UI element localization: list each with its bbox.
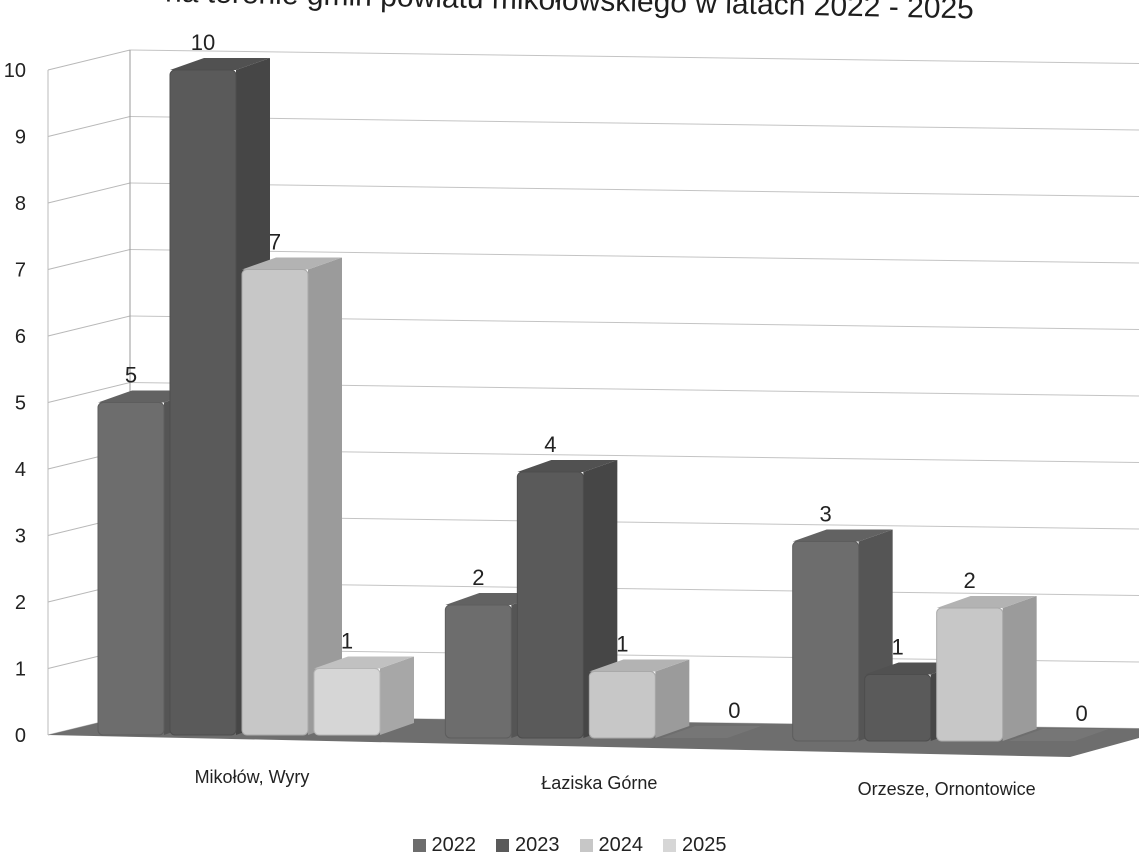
- bar: [516, 471, 584, 739]
- bar: [241, 269, 309, 736]
- data-label: 1: [892, 635, 904, 660]
- bar-zero: [1008, 729, 1109, 741]
- bar-top: [242, 257, 342, 270]
- y-tick-label: 1: [15, 659, 26, 681]
- bar-top: [314, 656, 414, 669]
- bar-side: [308, 257, 342, 735]
- y-tick-label: 8: [15, 193, 26, 215]
- gridline-depth: [47, 382, 131, 403]
- legend-swatch-2024: [579, 839, 593, 852]
- y-tick-label: 10: [4, 60, 26, 82]
- category-label: Mikołów, Wyry: [195, 767, 310, 787]
- category-label: Orzesze, Ornontowice: [858, 779, 1036, 799]
- y-tick-label: 2: [15, 592, 26, 614]
- legend-item-2025[interactable]: 2025: [663, 834, 727, 857]
- bar: [313, 668, 381, 736]
- legend-label-2023: 2023: [515, 834, 560, 856]
- bars: [97, 58, 1109, 742]
- legend-item-2022[interactable]: 2022: [412, 834, 477, 857]
- bar: [792, 541, 860, 742]
- legend-swatch-2025: [663, 839, 676, 852]
- data-label: 5: [125, 363, 137, 388]
- data-label: 2: [472, 565, 484, 590]
- y-tick-label: 7: [15, 260, 26, 282]
- bar-zero: [661, 726, 762, 738]
- legend-label-2024: 2024: [598, 834, 644, 856]
- legend-item-2024[interactable]: 2024: [579, 834, 644, 857]
- bar-top: [517, 460, 618, 472]
- legend-swatch-2022: [412, 839, 426, 852]
- bar: [936, 607, 1004, 742]
- legend-label-2025: 2025: [682, 834, 727, 856]
- data-label: 4: [544, 432, 556, 457]
- data-label: 1: [341, 629, 353, 654]
- bar: [97, 402, 165, 736]
- data-label: 7: [269, 230, 281, 255]
- gridline: [129, 49, 1139, 65]
- data-label: 2: [964, 568, 976, 593]
- gridline-depth: [47, 116, 131, 137]
- bar: [864, 674, 932, 742]
- bar: [444, 604, 512, 739]
- y-tick-label: 3: [15, 526, 26, 548]
- bar-top: [170, 58, 270, 70]
- bar: [169, 69, 237, 736]
- legend: 2022 2023 2024 2025: [0, 834, 1139, 857]
- bar-top: [936, 596, 1037, 608]
- category-label: Łaziska Górne: [541, 773, 657, 793]
- bar-side: [380, 656, 414, 735]
- y-tick-label: 4: [15, 459, 26, 481]
- gridline-depth: [47, 49, 131, 71]
- y-tick-label: 0: [15, 725, 26, 747]
- gridline: [129, 249, 1139, 264]
- y-tick-label: 5: [15, 393, 26, 415]
- data-label: 3: [820, 502, 832, 527]
- gridline-depth: [47, 315, 131, 337]
- bar-top: [589, 659, 690, 672]
- data-label: 0: [728, 698, 740, 723]
- bar-top: [792, 529, 893, 542]
- gridline-depth: [47, 182, 131, 204]
- bar: [588, 671, 656, 739]
- legend-swatch-2023: [496, 839, 509, 852]
- bar-side: [1002, 596, 1037, 741]
- data-label: 1: [616, 632, 628, 657]
- data-label: 10: [191, 30, 215, 55]
- bar-side: [655, 659, 690, 738]
- gridline: [129, 182, 1139, 198]
- legend-label-2022: 2022: [431, 834, 477, 856]
- gridline-depth: [47, 249, 131, 270]
- legend-item-2023[interactable]: 2023: [496, 834, 560, 857]
- data-label: 0: [1076, 701, 1088, 726]
- gridline: [129, 116, 1139, 131]
- y-tick-label: 9: [15, 127, 26, 149]
- y-tick-label: 6: [15, 326, 26, 348]
